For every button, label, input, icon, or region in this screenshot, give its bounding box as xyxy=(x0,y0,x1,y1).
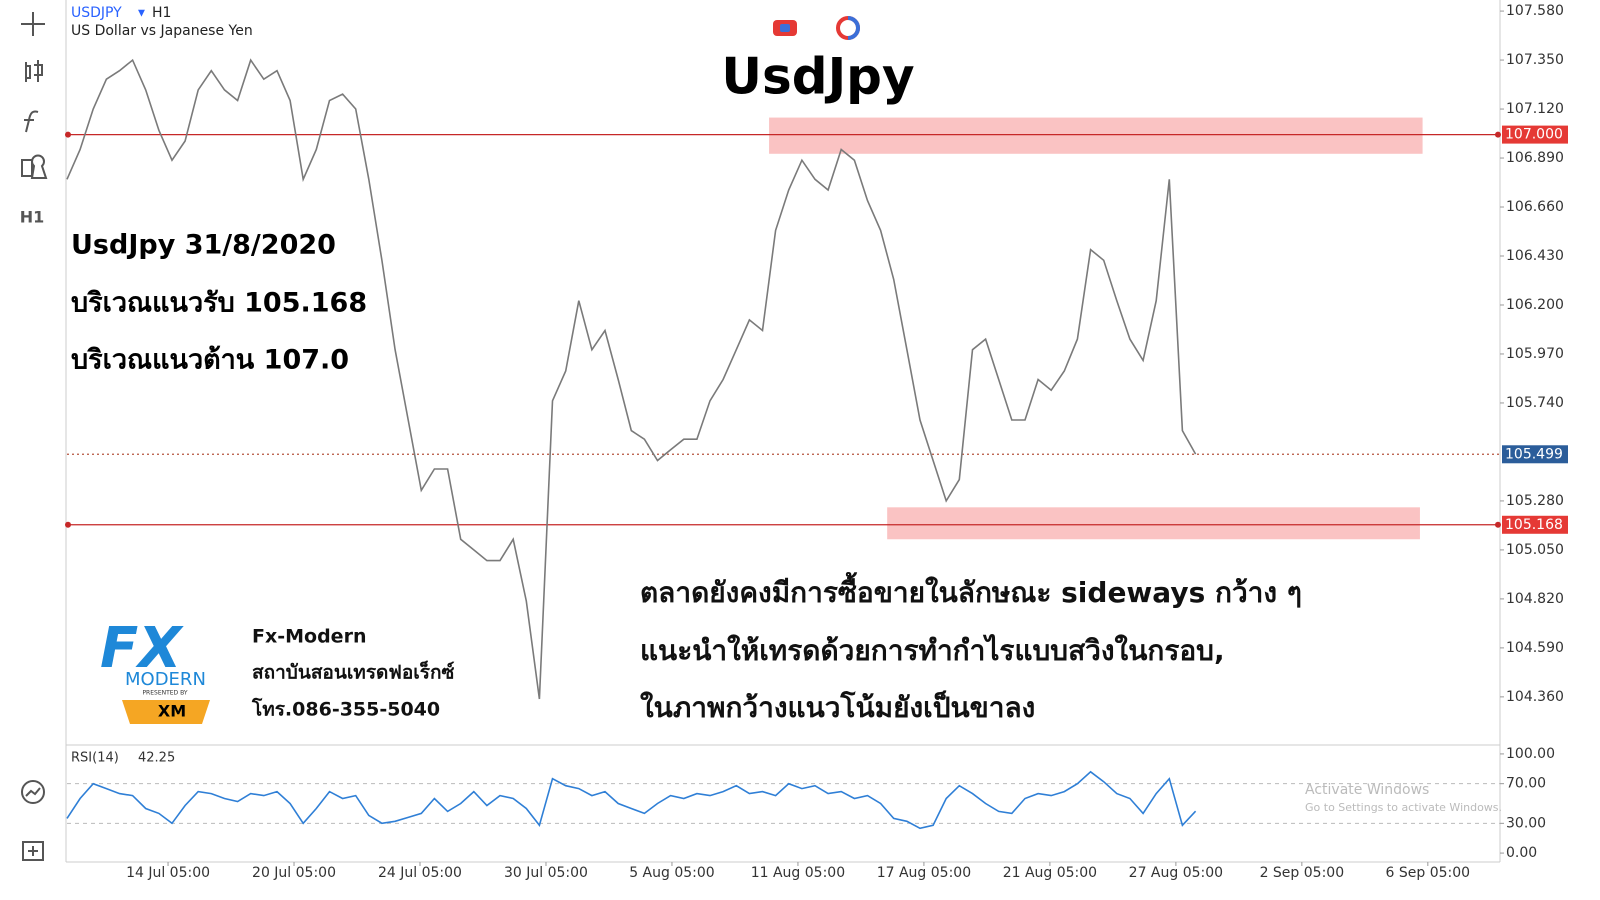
y-tick-label: 106.200 xyxy=(1506,297,1564,313)
y-tick-label: 104.590 xyxy=(1506,640,1564,656)
level-anchor xyxy=(1495,131,1501,138)
plot xyxy=(65,58,1501,830)
candles-icon[interactable] xyxy=(25,60,43,82)
level-anchor xyxy=(1495,521,1501,528)
logo-line: Fx-Modern xyxy=(252,626,366,648)
zone xyxy=(769,117,1423,154)
y-tick-label: 105.740 xyxy=(1506,395,1564,411)
add-icon[interactable] xyxy=(22,841,44,861)
y-tick-label: 105.050 xyxy=(1506,542,1564,558)
y-tick-label: 105.280 xyxy=(1506,493,1564,509)
level-box xyxy=(1502,445,1568,464)
icon-a-inner xyxy=(780,24,790,32)
x-tick-label: 11 Aug 05:00 xyxy=(751,865,845,881)
heading: UsdJpy xyxy=(721,48,914,106)
x-tick-label: 27 Aug 05:00 xyxy=(1129,865,1223,881)
axes: 107.580 107.350 107.120 106.890 106.660 106.4… xyxy=(126,3,1568,881)
logo-presented: PRESENTED BY xyxy=(142,690,187,697)
logo-line: สถาบันสอนเทรดฟอเร็กซ์ xyxy=(252,660,454,684)
zones xyxy=(769,117,1423,540)
level-box xyxy=(1502,515,1568,534)
crosshair-icon[interactable] xyxy=(21,12,45,36)
y-tick-label: 107.350 xyxy=(1506,52,1564,68)
description: US Dollar vs Japanese Yen xyxy=(71,23,253,39)
y-tick-label: 106.890 xyxy=(1506,150,1564,166)
x-tick-label: 30 Jul 05:00 xyxy=(504,865,588,881)
y-tick-label: 30.00 xyxy=(1506,815,1546,831)
indicator-icon[interactable] xyxy=(24,110,39,133)
note-line: บริเวณแนวต้าน 107.0 xyxy=(71,345,349,376)
y-tick-label: 70.00 xyxy=(1506,776,1546,792)
price-line xyxy=(66,58,1197,700)
level-label: 105.168 xyxy=(1505,517,1563,533)
x-tick-label: 5 Aug 05:00 xyxy=(629,865,715,881)
icon-b-half xyxy=(847,16,860,40)
watermark-title: Activate Windows xyxy=(1305,782,1429,798)
indicator-name: RSI(14) xyxy=(71,751,119,766)
y-tick-label: 106.660 xyxy=(1506,199,1564,215)
x-tick-label: 24 Jul 05:00 xyxy=(378,865,462,881)
y-tick-label: 106.430 xyxy=(1506,248,1564,264)
comment-line: ในภาพกว้างแนวโน้มยังเป็นขาลง xyxy=(640,690,1035,724)
logo-line: โทร.086-355-5040 xyxy=(251,698,440,721)
toolbar-timeframe[interactable]: H1 xyxy=(20,208,45,227)
zone xyxy=(887,507,1420,540)
level-box xyxy=(1502,125,1568,144)
y-tick-label: 100.00 xyxy=(1506,746,1555,762)
logo-mark: FX xyxy=(100,616,184,681)
logo-word: MODERN xyxy=(125,669,206,690)
toolbar xyxy=(21,12,48,861)
y-tick-label: 107.120 xyxy=(1506,101,1564,117)
x-tick-label: 2 Sep 05:00 xyxy=(1260,865,1345,881)
y-tick-label: 104.360 xyxy=(1506,689,1564,705)
chart-icon[interactable] xyxy=(21,780,46,804)
x-tick-label: 21 Aug 05:00 xyxy=(1003,865,1097,881)
logo-broker: XM xyxy=(158,702,186,721)
logo: FX MODERN PRESENTED BY XM Fx-Modern สถาบ… xyxy=(100,616,454,724)
x-tick-label: 20 Jul 05:00 xyxy=(252,865,336,881)
x-tick-label: 17 Aug 05:00 xyxy=(877,865,971,881)
watermark-text: Go to Settings to activate Windows. xyxy=(1305,801,1502,814)
note-line: บริเวณแนวรับ 105.168 xyxy=(71,288,367,319)
x-tick-label: 14 Jul 05:00 xyxy=(126,865,210,881)
timeframe: H1 xyxy=(152,5,171,21)
x-tick-label: 6 Sep 05:00 xyxy=(1386,865,1471,881)
y-tick-label: 0.00 xyxy=(1506,845,1537,861)
y-tick-label: 104.820 xyxy=(1506,591,1564,607)
y-tick-label: 105.970 xyxy=(1506,346,1564,362)
indicator-value: 42.25 xyxy=(138,751,175,766)
symbol-arrow[interactable]: ▼ xyxy=(138,9,145,19)
symbol[interactable]: USDJPY xyxy=(71,5,122,21)
comment-line: ตลาดยังคงมีการซื้อขายในลักษณะ sideways ก… xyxy=(640,571,1302,609)
comment-line: แนะนำให้เทรดด้วยการทำกำไรแบบสวิงในกรอบ, xyxy=(640,634,1225,667)
note-line: UsdJpy 31/8/2020 xyxy=(71,230,336,261)
level-anchor xyxy=(65,131,71,138)
y-tick-label: 107.580 xyxy=(1506,3,1564,19)
level-anchor xyxy=(65,521,71,528)
level-label: 105.499 xyxy=(1505,446,1563,462)
objects-icon[interactable] xyxy=(21,154,48,179)
price-line xyxy=(66,770,1197,830)
logo-badge xyxy=(122,700,210,724)
level-label: 107.000 xyxy=(1505,127,1563,143)
